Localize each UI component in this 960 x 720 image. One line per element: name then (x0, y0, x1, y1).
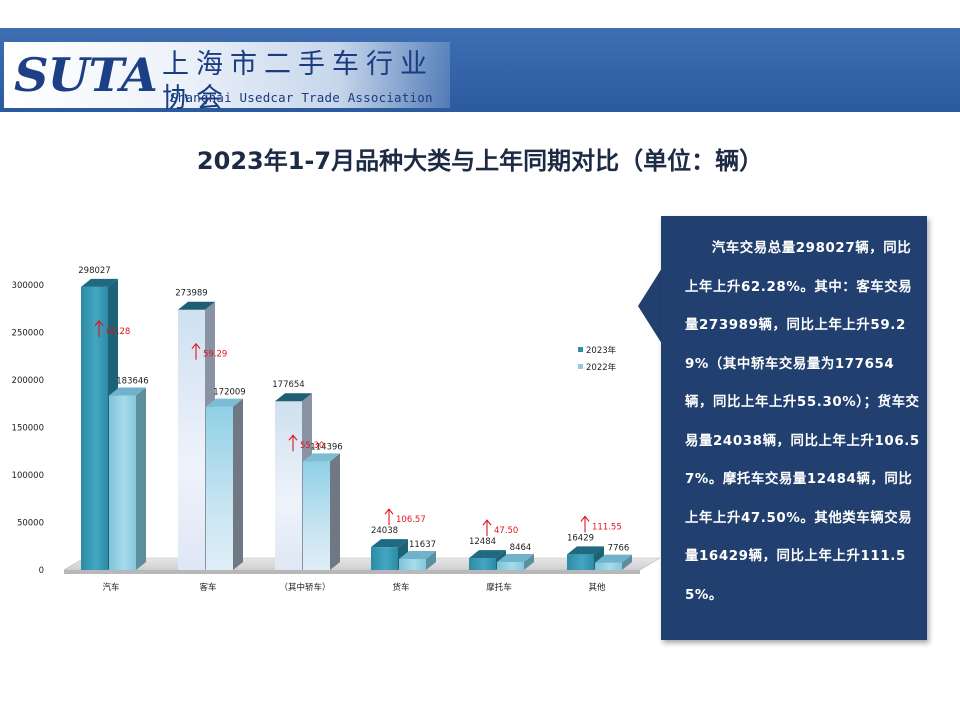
bar-2022-1 (206, 398, 243, 570)
y-tick-label: 300000 (12, 281, 44, 291)
bar-2023-4-top (469, 550, 506, 559)
growth-label: 106.57 (396, 515, 426, 525)
association-name-cn: 上海市二手车行业协会 (162, 49, 434, 114)
legend-swatch (578, 364, 583, 369)
x-tick-label: 货车 (392, 582, 409, 593)
bar-2022-0 (109, 387, 146, 570)
growth-arrow-icon (384, 508, 394, 526)
bar-2022-3 (399, 550, 436, 570)
legend-swatch (578, 347, 583, 352)
growth-arrow-icon (288, 434, 298, 452)
bar-2022-5-side (622, 554, 632, 570)
suta-logo: SUTA (14, 49, 158, 103)
growth-arrow-icon (580, 515, 590, 533)
bar-2022-0-front (109, 395, 136, 570)
x-tick-label: 汽车 (102, 582, 119, 593)
bar-2022-1-top (206, 398, 243, 407)
summary-callout: 汽车交易总量298027辆，同比上年上升62.28%。其中：客车交易量27398… (661, 216, 927, 640)
growth-arrow-icon (191, 342, 201, 360)
bar-2023-5 (567, 546, 604, 570)
y-tick-label: 150000 (12, 424, 44, 434)
data-label-2023: 177654 (272, 380, 304, 390)
bar-2022-3-top (399, 550, 436, 559)
growth-arrow-head (482, 519, 492, 526)
growth-arrow-head (288, 434, 298, 441)
bar-2022-1-side (233, 398, 243, 570)
growth-arrow-head (191, 342, 201, 350)
bar-2022-1-front (206, 406, 233, 570)
growth-label: 47.50 (494, 526, 518, 536)
bar-2022-0-side (136, 387, 146, 570)
y-tick-label: 250000 (12, 329, 44, 339)
growth-label: 62.28 (106, 327, 130, 337)
x-tick-label: 其他 (588, 582, 606, 593)
bar-2022-5-top (595, 554, 632, 563)
data-label-2023: 24038 (371, 526, 398, 536)
bar-2022-4-front (497, 561, 524, 570)
association-name-en: Shanghai Usedcar Trade Association (170, 90, 433, 105)
bar-2022-4 (497, 553, 534, 570)
bar-2023-2-top (275, 393, 312, 402)
bar-2023-4-front (469, 558, 496, 570)
growth-arrow-icon (482, 519, 492, 537)
header-banner: SUTA 上海市二手车行业协会 Shanghai Usedcar Trade A… (0, 28, 960, 114)
y-tick-label: 0 (39, 566, 44, 576)
bar-2022-2-front (303, 461, 330, 570)
data-label-2022: 11637 (409, 540, 436, 550)
bar-2022-4-top (497, 553, 534, 562)
logo-block: SUTA 上海市二手车行业协会 Shanghai Usedcar Trade A… (4, 42, 450, 114)
data-label-2022: 183646 (116, 377, 148, 387)
data-label-2023: 273989 (175, 289, 207, 299)
y-tick-label: 200000 (12, 376, 44, 386)
bar-2023-3-top (371, 539, 408, 548)
bar-2022-3-side (426, 550, 436, 570)
bar-2023-1-top (178, 301, 215, 310)
data-label-2022: 8464 (510, 543, 532, 553)
bar-2023-5-front (567, 554, 594, 570)
data-label-2022: 7766 (608, 544, 630, 554)
bar-2023-2-front (275, 401, 302, 570)
growth-arrow-icon (94, 319, 104, 337)
y-tick-label: 100000 (12, 471, 44, 481)
y-tick-label: 50000 (17, 519, 44, 529)
bar-2022-2-side (330, 453, 340, 570)
summary-text: 汽车交易总量298027辆，同比上年上升62.28%。其中：客车交易量27398… (685, 241, 920, 603)
data-label-2023: 16429 (567, 533, 594, 543)
bar-2023-1-front (178, 309, 205, 570)
bar-2023-5-top (567, 546, 604, 555)
data-label-2022: 114396 (310, 442, 342, 452)
x-tick-label: 摩托车 (486, 582, 512, 593)
growth-label: 111.55 (592, 522, 622, 532)
bar-2022-3-front (399, 558, 426, 570)
growth-arrow-head (580, 515, 590, 522)
bar-2023-0-top (81, 278, 118, 287)
bar-2022-5-front (595, 562, 622, 570)
growth-label: 59.29 (203, 350, 227, 360)
growth-arrow-head (94, 319, 104, 327)
bar-2022-0-top (109, 387, 146, 396)
bar-chart: 0 50000 100000 150000 200000 250000 300000 298… (12, 266, 660, 593)
callout-pointer (638, 268, 662, 344)
growth-arrow-head (384, 508, 394, 515)
chart-floor-edge (64, 570, 640, 574)
bar-2023-3-front (371, 547, 398, 570)
data-label-2022: 172009 (213, 388, 245, 398)
page-title: 2023年1-7月品种大类与上年同期对比（单位：辆） (196, 147, 764, 175)
bar-2022-2 (303, 453, 340, 570)
x-tick-label: 客车 (199, 582, 216, 593)
x-tick-label: （其中轿车） (279, 582, 330, 593)
growth-label: 55.30 (300, 441, 324, 451)
bar-2022-2-top (303, 453, 340, 462)
data-label-2023: 298027 (78, 266, 110, 276)
legend-label: 2022年 (586, 362, 617, 373)
bar-2023-0-front (81, 286, 108, 570)
data-label-2023: 12484 (469, 537, 496, 547)
legend-label: 2023年 (586, 345, 617, 356)
bar-2022-4-side (524, 553, 534, 570)
bar-2022-5 (595, 554, 632, 570)
